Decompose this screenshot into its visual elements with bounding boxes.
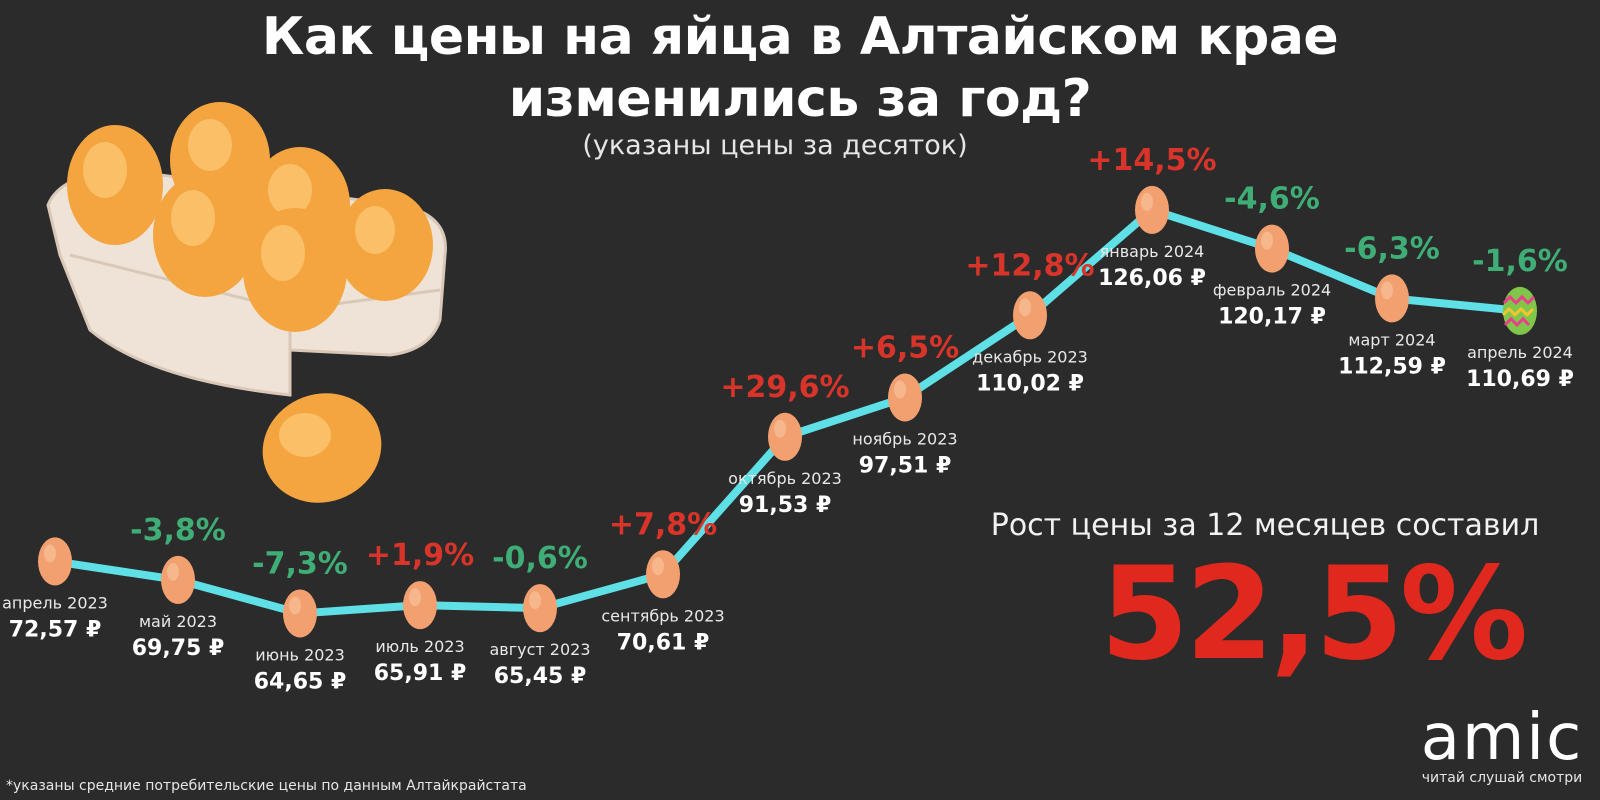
month-label: январь 2024 xyxy=(1100,242,1205,261)
value-label: 69,75 ₽ xyxy=(132,636,225,661)
month-label: июнь 2023 xyxy=(255,645,345,664)
logo-text: amic xyxy=(1420,701,1584,775)
chart-title: Как цены на яйца в Алтайском крае измени… xyxy=(0,6,1600,130)
change-label: -1,6% xyxy=(1472,244,1568,279)
egg-marker xyxy=(646,550,680,599)
egg-marker xyxy=(1255,224,1289,273)
data-labels: апрель 2023 72,57 ₽ май 2023 69,75 ₽ -3,8% ию… xyxy=(2,143,1574,695)
value-label: 110,69 ₽ xyxy=(1466,367,1574,392)
value-label: 72,57 ₽ xyxy=(9,617,102,642)
egg-marker xyxy=(38,537,72,586)
value-label: 70,61 ₽ xyxy=(617,630,710,655)
value-label: 110,02 ₽ xyxy=(976,371,1084,396)
egg-marker xyxy=(768,412,802,461)
egg-marker xyxy=(523,584,557,633)
change-label: -3,8% xyxy=(130,513,226,548)
value-label: 126,06 ₽ xyxy=(1098,266,1206,291)
egg-marker xyxy=(1135,185,1169,234)
value-label: 65,91 ₽ xyxy=(374,661,467,686)
change-label: -4,6% xyxy=(1224,182,1320,217)
value-label: 112,59 ₽ xyxy=(1338,354,1446,379)
month-label: февраль 2024 xyxy=(1213,281,1331,300)
change-label: +12,8% xyxy=(965,248,1094,283)
value-label: 120,17 ₽ xyxy=(1218,305,1326,330)
month-label: ноябрь 2023 xyxy=(852,430,957,449)
month-label: август 2023 xyxy=(489,640,590,659)
month-label: сентябрь 2023 xyxy=(601,606,724,625)
summary-label: Рост цены за 12 месяцев составил xyxy=(990,508,1540,543)
value-label: 65,45 ₽ xyxy=(494,664,587,689)
easter-egg-marker xyxy=(1501,286,1537,335)
value-label: 91,53 ₽ xyxy=(739,493,832,518)
month-label: май 2023 xyxy=(139,612,217,631)
egg-marker xyxy=(161,555,195,604)
egg-marker xyxy=(888,373,922,422)
title-line-1: Как цены на яйца в Алтайском крае xyxy=(261,7,1339,67)
egg-marker xyxy=(1375,274,1409,323)
title-line-2: изменились за год? xyxy=(508,69,1092,129)
change-label: +29,6% xyxy=(720,370,849,405)
value-label: 97,51 ₽ xyxy=(859,454,952,479)
month-label: декабрь 2023 xyxy=(972,347,1088,366)
egg-tray-illustration xyxy=(46,102,447,503)
month-label: апрель 2024 xyxy=(1467,343,1573,362)
value-label: 64,65 ₽ xyxy=(254,669,347,694)
amic-logo: amic читай слушай смотри xyxy=(1412,701,1592,786)
logo-tagline: читай слушай смотри xyxy=(1421,770,1583,786)
change-label: +1,9% xyxy=(366,538,474,573)
month-label: апрель 2023 xyxy=(2,593,108,612)
change-label: -0,6% xyxy=(492,541,588,576)
change-label: -6,3% xyxy=(1344,231,1440,266)
month-label: октябрь 2023 xyxy=(728,469,842,488)
month-label: март 2024 xyxy=(1348,330,1435,349)
egg-marker xyxy=(403,581,437,630)
change-label: +6,5% xyxy=(851,331,959,366)
data-points xyxy=(38,185,1537,638)
chart-subtitle: (указаны цены за десяток) xyxy=(582,130,968,161)
change-label: +14,5% xyxy=(1087,143,1216,178)
footnote: *указаны средние потребительские цены по… xyxy=(6,778,527,794)
egg-marker xyxy=(1013,291,1047,340)
egg-marker xyxy=(283,589,317,638)
month-label: июль 2023 xyxy=(375,637,464,656)
change-label: -7,3% xyxy=(252,546,348,581)
change-label: +7,8% xyxy=(609,507,717,542)
summary-value: 52,5% xyxy=(1100,540,1528,689)
